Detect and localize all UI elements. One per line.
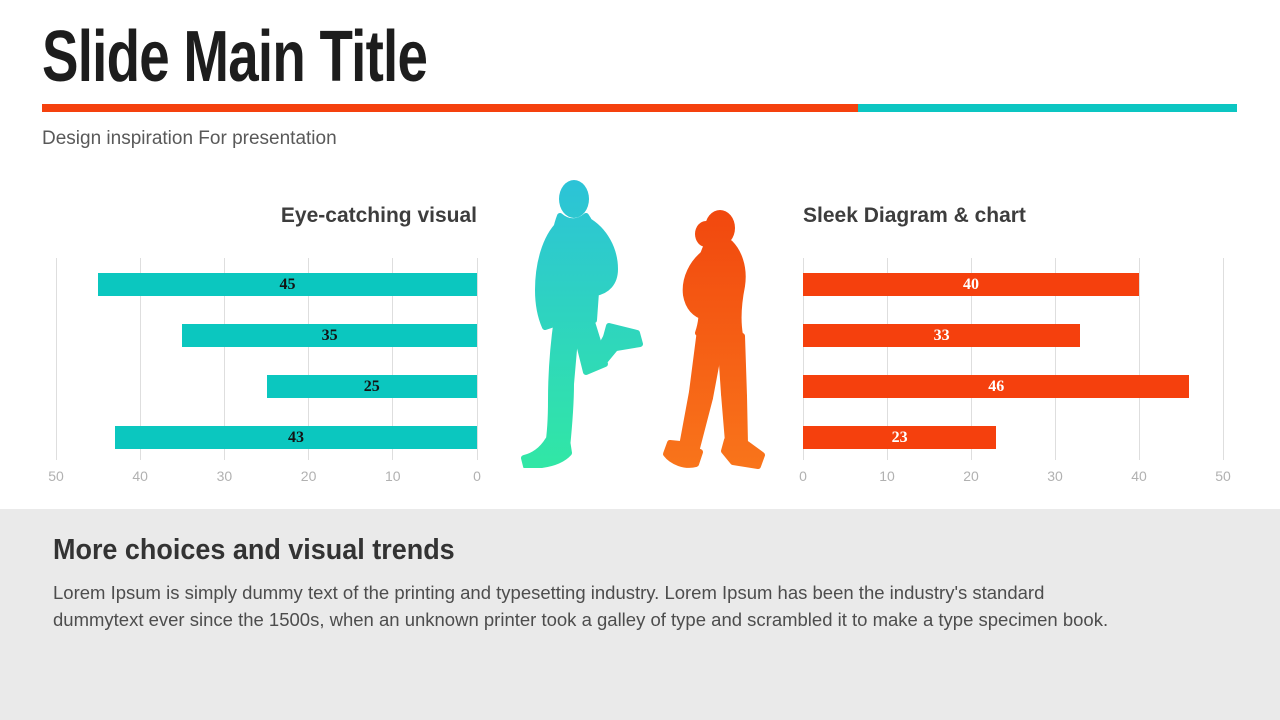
female-runner-silhouette-icon <box>663 210 765 469</box>
bar: 25 <box>266 375 477 398</box>
bar-value-label: 35 <box>321 326 338 344</box>
bar-value-label: 43 <box>287 428 304 446</box>
bar: 40 <box>803 273 1139 296</box>
accent-divider <box>42 104 1237 112</box>
axis-tick-label: 50 <box>48 468 64 484</box>
axis-tick-label: 0 <box>473 468 481 484</box>
bar: 23 <box>803 426 997 449</box>
gridline <box>476 258 478 460</box>
male-runner-silhouette-icon <box>521 180 643 468</box>
axis-tick-label: 10 <box>879 468 895 484</box>
footer-heading: More choices and visual trends <box>53 534 455 566</box>
bar: 45 <box>98 273 477 296</box>
axis-tick-label: 20 <box>963 468 979 484</box>
bar: 43 <box>114 426 477 449</box>
axis-tick-label: 0 <box>799 468 807 484</box>
gridline <box>802 258 804 460</box>
bar-value-label: 25 <box>363 377 380 395</box>
bar: 46 <box>803 375 1190 398</box>
axis-tick-label: 50 <box>1215 468 1231 484</box>
axis-tick-label: 10 <box>385 468 401 484</box>
bar: 35 <box>182 324 477 347</box>
gridline <box>223 258 225 460</box>
gridline <box>139 258 141 460</box>
divider-teal-segment <box>858 104 1237 112</box>
axis-tick-label: 30 <box>1047 468 1063 484</box>
gridline <box>970 258 972 460</box>
bar-value-label: 40 <box>963 275 979 293</box>
chart-x-axis-right: 0 10 20 30 40 50 <box>799 468 1231 488</box>
bar-value-label: 45 <box>279 275 296 293</box>
gridline <box>1222 258 1224 460</box>
bar-value-label: 33 <box>933 326 950 344</box>
gridline <box>55 258 57 460</box>
divider-orange-segment <box>42 104 858 112</box>
bar-value-label: 46 <box>988 377 1005 395</box>
axis-tick-label: 20 <box>300 468 317 484</box>
gridline <box>392 258 394 460</box>
footer-panel <box>0 509 1280 720</box>
bar: 33 <box>803 324 1081 347</box>
gridline <box>308 258 310 460</box>
chart-plot-area-left: 45 35 25 43 <box>55 258 478 460</box>
axis-tick-label: 40 <box>132 468 148 484</box>
chart-plot-area-right: 40 33 46 23 <box>802 258 1224 460</box>
chart-x-axis-left: 50 40 30 20 10 0 <box>48 468 481 488</box>
chart-title-right: Sleek Diagram & chart <box>803 204 1026 227</box>
slide-subtitle: Design inspiration For presentation <box>42 128 337 149</box>
gridline <box>886 258 888 460</box>
slide-title: Slide Main Title <box>42 17 428 97</box>
gridline <box>1054 258 1056 460</box>
chart-title-left: Eye-catching visual <box>280 204 477 227</box>
axis-tick-label: 30 <box>216 468 233 484</box>
footer-body-text: Lorem Ipsum is simply dummy text of the … <box>53 582 1109 630</box>
axis-tick-label: 40 <box>1131 468 1147 484</box>
bar-value-label: 23 <box>891 428 908 446</box>
gridline <box>1138 258 1140 460</box>
